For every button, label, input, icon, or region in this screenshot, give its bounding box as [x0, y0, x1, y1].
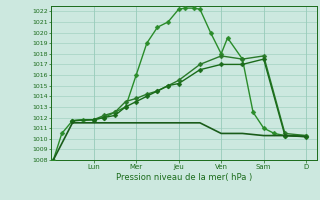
X-axis label: Pression niveau de la mer( hPa ): Pression niveau de la mer( hPa ) — [116, 173, 252, 182]
